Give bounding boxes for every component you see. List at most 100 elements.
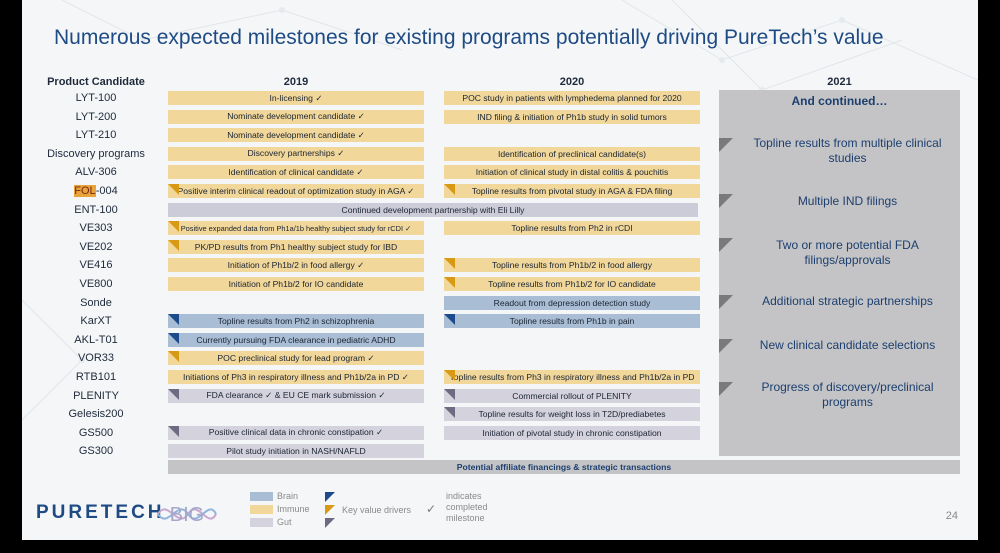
product-candidate-label: VOR33 [77, 352, 115, 365]
milestone-bar-2020: Topline results from Ph1b in pain [444, 314, 700, 329]
milestone-text: Topline results from pivotal study in AG… [471, 186, 673, 196]
panel-2021-heading: And continued… [791, 94, 888, 108]
page-title: Numerous expected milestones for existin… [54, 26, 884, 49]
milestone-text: Initiation of pivotal study in chronic c… [482, 427, 662, 438]
milestone-bar-2019: Positive expanded data from Ph1a/1b heal… [168, 221, 424, 236]
key-value-driver-icon [168, 388, 179, 400]
legend-key-value-label: Key value drivers [342, 505, 412, 515]
milestone-text: Topline results from Ph2 in schizophreni… [217, 316, 375, 327]
svg-text:BIG: BIG [170, 504, 204, 526]
product-candidate-label: Gelesis200 [68, 408, 124, 421]
product-candidate-label: VE800 [79, 278, 113, 290]
key-value-driver-icon [719, 295, 733, 309]
milestone-bar-2019: PK/PD results from Ph1 healthy subject s… [168, 239, 424, 254]
product-candidate-label: LYT-210 [75, 129, 117, 142]
milestone-text: Initiations of Ph3 in respiratory illnes… [183, 371, 409, 382]
big-logo: BIG [157, 504, 217, 526]
milestone-bar-2020: Readout from depression detection study [444, 295, 700, 310]
milestone-bar-2019: Identification of clinical candidate ✓ [168, 165, 424, 180]
milestone-text: FDA clearance ✓ & EU CE mark submission … [206, 390, 386, 401]
key-value-driver-icon [168, 239, 179, 251]
milestone-text: Initiation of clinical study in distal c… [475, 167, 669, 178]
milestone-text: Positive interim clinical readout of opt… [177, 185, 415, 196]
milestone-text: Initiation of Ph1b/2 in food allergy ✓ [227, 259, 365, 270]
milestone-bar-2019: Currently pursuing FDA clearance in pedi… [168, 332, 424, 347]
header-2019: 2019 [283, 76, 309, 88]
milestone-text: Pilot study initiation in NASH/NAFLD [226, 446, 366, 457]
milestone-bar-2019: Pilot study initiation in NASH/NAFLD [168, 444, 424, 459]
panel-2021-item: Topline results from multiple clinical s… [753, 136, 942, 165]
milestone-text: Discovery partnerships ✓ [247, 148, 345, 159]
legend-brain-swatch [250, 492, 273, 501]
milestone-text: IND filing & initiation of Ph1b study in… [477, 111, 667, 122]
milestone-bar-full: Continued development partnership with E… [168, 202, 698, 217]
product-candidate-label: ALV-306 [75, 166, 117, 179]
milestone-text: POC study in patients with lymphedema pl… [462, 93, 682, 103]
key-value-driver-icon [444, 258, 455, 270]
background-decoration [22, 0, 978, 421]
milestone-bar-2019: Initiation of Ph1b/2 in food allergy ✓ [168, 258, 424, 273]
legend-gut-swatch [250, 518, 273, 527]
milestone-bar-2019: FDA clearance ✓ & EU CE mark submission … [168, 388, 424, 403]
legend-immune-swatch [250, 505, 273, 514]
legend-immune-label: Immune [277, 504, 310, 514]
key-value-driver-icon [719, 339, 733, 353]
milestone-text: Currently pursuing FDA clearance in pedi… [196, 334, 396, 345]
legend-key-value-icons [325, 492, 335, 528]
key-value-driver-icon [719, 382, 733, 396]
milestone-text: Readout from depression detection study [493, 297, 651, 308]
milestone-bar-2020: Topline results from Ph1b/2 in food alle… [444, 258, 700, 273]
milestone-text: POC preclinical study for lead program ✓ [217, 352, 375, 363]
milestone-text: In-licensing ✓ [269, 92, 323, 103]
key-value-driver-icon [444, 184, 455, 195]
milestone-bar-2020: Topline results for weight loss in T2D/p… [444, 407, 700, 422]
milestone-bar-2019: Discovery partnerships ✓ [168, 146, 424, 161]
product-candidate-label: AKL-T01 [74, 333, 118, 346]
product-candidate-label: GS300 [78, 445, 114, 458]
milestone-bar-2020: Topline results from pivotal study in AG… [444, 184, 700, 198]
legend-check-label: indicates completed milestone [446, 491, 488, 523]
panel-2021-item: Progress of discovery/preclinical progra… [761, 380, 934, 409]
milestone-text: Identification of clinical candidate ✓ [228, 166, 364, 177]
milestone-text: PK/PD results from Ph1 healthy subject s… [194, 241, 398, 252]
milestone-bar-2019: Positive interim clinical readout of opt… [168, 184, 424, 198]
panel-2021-item: New clinical candidate selections [759, 338, 936, 352]
milestone-text: Nominate development candidate ✓ [227, 129, 365, 140]
key-value-driver-icon [444, 407, 455, 419]
milestone-bar-2019: Nominate development candidate ✓ [168, 109, 424, 124]
key-value-driver-icon [719, 194, 733, 208]
milestone-text: Continued development partnership with E… [341, 204, 525, 215]
footer: PURETECH BIG Brain Immune Gut Key value … [22, 486, 978, 540]
milestone-bar-2019: Initiation of Ph1b/2 for IO candidate [168, 277, 424, 291]
header-2021: 2021 [827, 76, 852, 88]
label-rest: -004 [95, 185, 118, 197]
key-value-driver-icon [719, 238, 733, 252]
milestone-text: Topline results from Ph1b/2 in food alle… [491, 260, 653, 271]
milestone-text: Topline results from Ph3 in respiratory … [449, 372, 695, 382]
puretech-logo: PURETECH [36, 502, 165, 523]
key-value-driver-icon [168, 425, 179, 437]
milestone-text: Nominate development candidate ✓ [227, 111, 365, 122]
key-value-driver-icon [168, 351, 179, 363]
key-value-driver-icon [444, 370, 455, 381]
milestone-text: Topline results from Ph1b in pain [509, 316, 635, 327]
key-value-driver-icon [719, 138, 733, 152]
key-value-driver-icon [168, 332, 179, 344]
product-candidate-label: GS500 [78, 426, 114, 439]
legend-brain-label: Brain [277, 491, 299, 501]
milestone-bar-2019: Nominate development candidate ✓ [168, 128, 424, 143]
milestone-text: Initiation of Ph1b/2 for IO candidate [228, 279, 364, 289]
panel-2021: And continued… Topline results from mult… [719, 90, 960, 456]
key-value-driver-icon [444, 277, 455, 288]
product-candidate-label: KarXT [80, 315, 112, 328]
key-value-driver-icon [168, 314, 179, 326]
product-candidate-label: VE303 [79, 222, 113, 235]
product-candidate-label: Sonde [80, 296, 112, 309]
panel-2021-item: Two or more potential FDA filings/approv… [776, 238, 919, 267]
product-candidate-label: VE416 [79, 259, 113, 272]
product-candidate-label: LYT-200 [75, 110, 117, 123]
milestone-bar-2020: Topline results from Ph1b/2 for IO candi… [444, 277, 700, 291]
milestone-bar-2019: Positive clinical data in chronic consti… [168, 425, 424, 440]
header-2020: 2020 [559, 76, 585, 88]
header-product-candidate: Product Candidate [47, 76, 145, 88]
